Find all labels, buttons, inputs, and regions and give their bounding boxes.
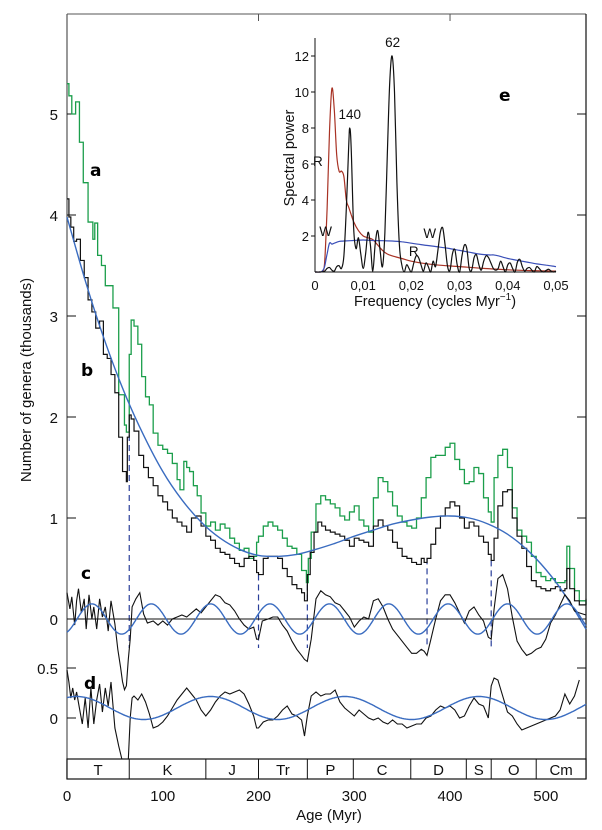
panel-label-d: d	[84, 674, 96, 694]
main-plot	[66, 83, 587, 770]
inset-x-axis-title-main: Frequency (cycles Myr	[354, 294, 500, 310]
inset-series	[314, 55, 557, 273]
y-tick-label: 2	[50, 410, 58, 427]
series-b-cubic-fit-line	[66, 216, 587, 630]
inset-x-tick-label: 0,04	[495, 278, 520, 293]
series-a-all-genera-line	[67, 83, 587, 605]
period-label-d: D	[433, 762, 444, 779]
inset-annotation: W	[423, 226, 436, 241]
inset-x-tick-label: 0,03	[447, 278, 472, 293]
panel-label-c: c	[81, 564, 91, 584]
x-tick-label: 200	[246, 788, 271, 805]
d-140myr-sinusoid-line	[66, 695, 587, 721]
panel-label-e: e	[499, 86, 511, 106]
inset-w-white-noise-line	[314, 239, 557, 273]
period-bar-frame	[66, 758, 587, 780]
d-tick-label: 0	[50, 711, 58, 728]
x-axis-ticks: 0 100 200 300 400 500	[63, 14, 558, 805]
panel-label-b: b	[81, 361, 93, 381]
period-label-j: J	[228, 762, 236, 779]
x-tick-label: 100	[150, 788, 175, 805]
inset-annotation: R	[313, 154, 323, 169]
y-tick-label: 1	[50, 511, 58, 528]
inset-annotation: W	[319, 224, 332, 239]
period-label-t: T	[94, 762, 103, 779]
geologic-period-bar: T K J Tr P C D S O Cm	[66, 758, 587, 780]
panel-label-a: a	[90, 161, 101, 181]
y-tick-label: 4	[50, 208, 58, 225]
x-tick-label: 0	[63, 788, 71, 805]
y-axis-title: Number of genera (thousands)	[18, 278, 35, 482]
x-tick-label: 400	[438, 788, 463, 805]
period-label-o: O	[508, 762, 520, 779]
period-label-s: S	[474, 762, 484, 779]
c-zero-tick-label: 0	[50, 612, 58, 629]
inset-y-tick-label: 4	[302, 193, 309, 208]
inset-y-tick-label: 8	[302, 121, 309, 136]
x-tick-label: 500	[533, 788, 558, 805]
main-plot-frame	[66, 13, 587, 779]
inset-y-tick-label: 2	[302, 229, 309, 244]
x-tick-label: 300	[342, 788, 367, 805]
inset-annotation: R	[409, 244, 419, 259]
inset-r-red-noise-line	[314, 87, 557, 273]
inset-y-axis-title: Spectral power	[282, 109, 298, 206]
inset-x-tick-label: 0,02	[399, 278, 424, 293]
period-label-cm: Cm	[549, 762, 572, 779]
inset-x-tick-label: 0,05	[543, 278, 568, 293]
inset-y-tick-label: 6	[302, 157, 309, 172]
period-label-c: C	[377, 762, 388, 779]
x-axis-title: Age (Myr)	[296, 807, 362, 824]
c-residual-line	[66, 573, 587, 692]
period-label-k: K	[163, 762, 173, 779]
inset-axes: 2 4 6 8 10 12 0 0,01 0,02 0,03 0,04 0,05	[295, 30, 569, 315]
inset-y-tick-label: 10	[295, 85, 309, 100]
d-tick-label: 0.5	[37, 661, 58, 678]
inset-x-axis-title-sup: −1	[500, 292, 512, 303]
inset-x-tick-label: 0	[311, 278, 318, 293]
series-b-genera-line	[67, 198, 587, 606]
inset-x-axis-title-close: )	[511, 294, 516, 310]
y-tick-label: 3	[50, 309, 58, 326]
inset-x-axis-title: Frequency (cycles Myr−1)	[354, 292, 516, 310]
inset-y-tick-label: 12	[295, 49, 309, 64]
inset-spectrum-line	[314, 55, 557, 273]
period-label-p: P	[325, 762, 335, 779]
inset-annotation: 140	[338, 107, 361, 122]
c-62myr-sinusoid-line	[66, 603, 587, 635]
inset-x-tick-label: 0,01	[351, 278, 376, 293]
y-axis-ticks: 1 2 3 4 5 0 0.5 0	[37, 107, 586, 728]
inset-background	[296, 30, 566, 315]
y-tick-label: 5	[50, 107, 58, 124]
period-label-tr: Tr	[276, 762, 290, 779]
inset-annotation: 62	[385, 35, 400, 50]
